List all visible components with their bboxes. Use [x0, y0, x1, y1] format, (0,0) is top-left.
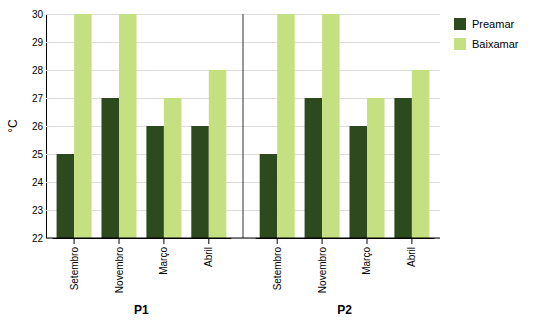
- x-tick-label: Março: [158, 247, 169, 275]
- x-tick: Novembro: [114, 238, 125, 293]
- bar: [277, 14, 295, 238]
- bar: [305, 98, 323, 238]
- y-tick-label: 30: [32, 9, 44, 20]
- bar: [146, 126, 164, 238]
- x-tick: Setembro: [69, 238, 80, 290]
- tick-line: [163, 238, 164, 244]
- y-axis-title: °C: [6, 119, 20, 133]
- y-tick-label: 26: [32, 121, 44, 132]
- x-tick: Abril: [203, 238, 214, 267]
- legend-item: Baixamar: [454, 38, 519, 50]
- x-axis-line: [256, 238, 435, 239]
- legend-label: Preamar: [472, 18, 515, 30]
- x-axis-line: [46, 238, 440, 239]
- x-tick-label: Março: [361, 247, 372, 275]
- bar: [322, 14, 340, 238]
- plot: 22 23 24 25 26 27 28 29 30 Setembro Novembro Março A…: [32, 9, 440, 317]
- tick-line: [366, 238, 367, 244]
- bar: [57, 154, 75, 238]
- x-axis: Setembro Novembro Março Abril: [53, 238, 232, 293]
- bar: [74, 14, 92, 238]
- y-tick: 29: [32, 37, 440, 48]
- legend-label: Baixamar: [472, 38, 519, 50]
- tick-line: [119, 238, 120, 244]
- x-tick-label: Setembro: [69, 247, 80, 291]
- legend: Preamar Baixamar: [454, 18, 519, 50]
- bar: [119, 14, 137, 238]
- y-tick-label: 27: [32, 93, 44, 104]
- x-tick: Abril: [406, 238, 417, 267]
- bar: [260, 154, 278, 238]
- x-tick-label: Abril: [406, 247, 417, 267]
- x-tick: Novembro: [317, 238, 328, 293]
- x-tick-label: Abril: [203, 247, 214, 267]
- chart: 22 23 24 25 26 27 28 29 30 Setembro Novembro Março A…: [0, 0, 544, 330]
- bar: [164, 98, 182, 238]
- x-tick: Março: [361, 238, 372, 275]
- tick-line: [74, 238, 75, 244]
- y-tick: 28: [32, 65, 440, 76]
- bar: [101, 98, 119, 238]
- x-tick: Março: [158, 238, 169, 275]
- tick-line: [277, 238, 278, 244]
- tick-line: [322, 238, 323, 244]
- bars: [57, 14, 430, 238]
- legend-item: Preamar: [454, 18, 515, 30]
- bar: [394, 98, 412, 238]
- group-label: P1: [134, 303, 149, 317]
- y-tick-label: 29: [32, 37, 44, 48]
- y-tick-label: 28: [32, 65, 44, 76]
- legend-swatch: [454, 38, 466, 50]
- tick-line: [208, 238, 209, 244]
- y-tick: 30: [32, 9, 440, 20]
- y-tick-label: 24: [32, 177, 44, 188]
- bar: [209, 70, 227, 238]
- group-divider: [243, 14, 244, 238]
- bar: [191, 126, 209, 238]
- bar: [349, 126, 367, 238]
- legend-swatch: [454, 18, 466, 30]
- y-tick-label: 22: [32, 233, 44, 244]
- y-axis: 22 23 24 25 26 27 28 29 30: [32, 9, 440, 244]
- x-axis-line: [53, 238, 232, 239]
- grid-line: [46, 238, 440, 239]
- group-label: P2: [337, 303, 352, 317]
- x-tick: Setembro: [272, 238, 283, 290]
- x-tick-label: Novembro: [317, 247, 328, 294]
- x-tick-label: Novembro: [114, 247, 125, 294]
- y-tick-label: 23: [32, 205, 44, 216]
- x-tick-label: Setembro: [272, 247, 283, 291]
- x-axis: Setembro Novembro Março Abril: [256, 238, 435, 293]
- y-tick-label: 25: [32, 149, 44, 160]
- bar: [412, 70, 430, 238]
- bar: [367, 98, 385, 238]
- tick-line: [411, 238, 412, 244]
